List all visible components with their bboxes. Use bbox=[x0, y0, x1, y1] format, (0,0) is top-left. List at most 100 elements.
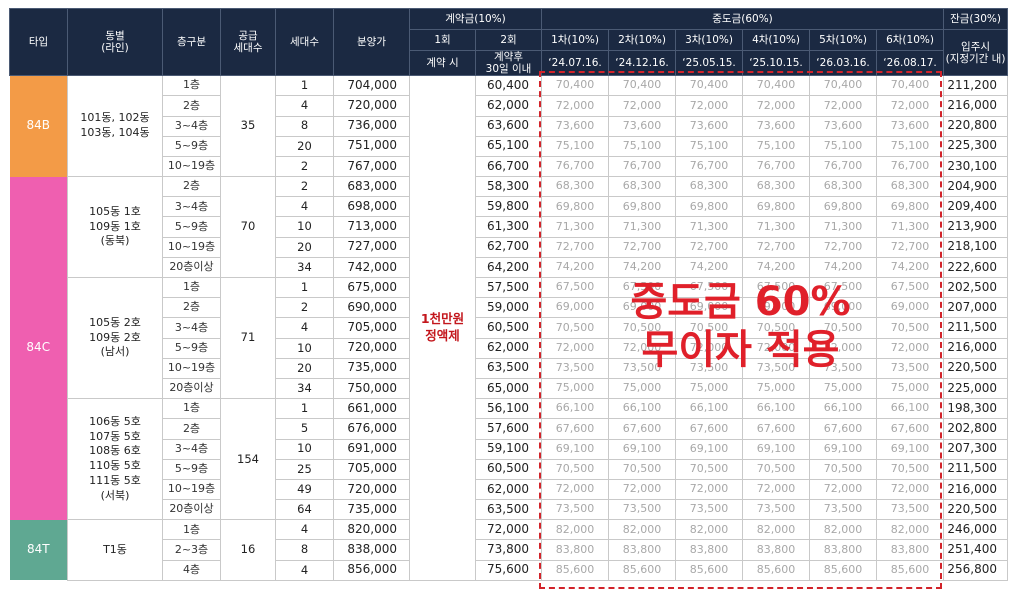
units-cell: 34 bbox=[275, 377, 334, 400]
floor-cell: 20층이상 bbox=[162, 499, 221, 521]
mid-payment-cell: 69,800 bbox=[608, 196, 677, 218]
mid-payment-cell: 75,000 bbox=[541, 377, 610, 400]
mid-payment-cell: 73,500 bbox=[608, 499, 677, 521]
table-row: 5~9층 10 713,000 61,300 71,300 71,300 71,300 71,… bbox=[10, 216, 1009, 238]
contract-2-cell: 62,000 bbox=[474, 95, 543, 117]
balance-cell: 198,300 bbox=[943, 398, 1009, 420]
price-cell: 661,000 bbox=[333, 398, 410, 420]
contract-2-cell: 63,600 bbox=[474, 115, 543, 137]
contract-2-cell: 57,600 bbox=[474, 418, 543, 440]
price-cell: 705,000 bbox=[333, 317, 410, 339]
mid-payment-cell: 85,600 bbox=[742, 559, 811, 581]
mid-payment-cell: 66,100 bbox=[675, 398, 744, 420]
balance-cell: 204,900 bbox=[943, 176, 1009, 198]
mid-payment-cell: 73,500 bbox=[675, 499, 744, 521]
header-mid-round: 4차(10%) bbox=[742, 29, 811, 51]
mid-payment-cell: 70,500 bbox=[608, 317, 677, 339]
table-row: 2~3층 8 838,000 73,800 83,800 83,800 83,800 83,8… bbox=[10, 539, 1009, 561]
price-cell: 683,000 bbox=[333, 176, 410, 198]
floor-cell: 10~19층 bbox=[162, 155, 221, 178]
mid-payment-cell: 71,300 bbox=[541, 216, 610, 238]
mid-payment-cell: 82,000 bbox=[541, 519, 610, 541]
mid-payment-cell: 73,500 bbox=[541, 357, 610, 379]
price-cell: 720,000 bbox=[333, 478, 410, 501]
floor-cell: 3~4층 bbox=[162, 196, 221, 218]
mid-payment-cell: 70,400 bbox=[541, 75, 610, 97]
contract-2-cell: 63,500 bbox=[474, 499, 543, 521]
mid-payment-cell: 73,500 bbox=[608, 357, 677, 379]
balance-cell: 220,500 bbox=[943, 499, 1009, 521]
units-cell: 25 bbox=[275, 458, 334, 480]
mid-payment-cell: 70,400 bbox=[608, 75, 677, 97]
mid-payment-cell: 83,800 bbox=[742, 539, 811, 561]
floor-cell: 5~9층 bbox=[162, 216, 221, 238]
dong-line-cell: T1동 bbox=[67, 519, 163, 581]
floor-cell: 5~9층 bbox=[162, 458, 221, 480]
header-floor: 층구분 bbox=[162, 7, 221, 77]
contract-2-cell: 62,700 bbox=[474, 236, 543, 258]
mid-payment-cell: 72,000 bbox=[541, 478, 610, 501]
mid-payment-cell: 70,500 bbox=[809, 317, 878, 339]
floor-cell: 10~19층 bbox=[162, 357, 221, 379]
contract-2-cell: 75,600 bbox=[474, 559, 543, 581]
mid-payment-cell: 70,400 bbox=[675, 75, 744, 97]
mid-payment-cell: 67,500 bbox=[742, 276, 811, 299]
table-row: 4층 4 856,000 75,600 85,600 85,600 85,600 85,600… bbox=[10, 559, 1009, 581]
floor-cell: 1층 bbox=[162, 519, 221, 541]
header-mid-round: 5차(10%) bbox=[809, 29, 878, 51]
floor-cell: 2~3층 bbox=[162, 539, 221, 561]
price-cell: 676,000 bbox=[333, 418, 410, 440]
mid-payment-cell: 76,700 bbox=[608, 155, 677, 178]
mid-payment-cell: 75,100 bbox=[876, 135, 945, 157]
table-row: 10~19층 49 720,000 62,000 72,000 72,000 72,000 7… bbox=[10, 478, 1009, 501]
price-cell: 720,000 bbox=[333, 337, 410, 359]
supply-units-cell: 154 bbox=[220, 398, 276, 521]
price-cell: 675,000 bbox=[333, 276, 410, 299]
mid-payment-cell: 70,500 bbox=[876, 317, 945, 339]
table-row: 5~9층 10 720,000 62,000 72,000 72,000 72,000 72,… bbox=[10, 337, 1009, 359]
supply-units-cell: 70 bbox=[220, 176, 276, 278]
contract-2-cell: 64,200 bbox=[474, 256, 543, 279]
mid-payment-cell: 68,300 bbox=[541, 176, 610, 198]
mid-payment-cell: 76,700 bbox=[809, 155, 878, 178]
units-cell: 8 bbox=[275, 539, 334, 561]
mid-payment-cell: 72,000 bbox=[809, 95, 878, 117]
mid-payment-cell: 74,200 bbox=[675, 256, 744, 279]
mid-payment-cell: 85,600 bbox=[608, 559, 677, 581]
balance-cell: 256,800 bbox=[943, 559, 1009, 581]
balance-cell: 207,000 bbox=[943, 297, 1009, 319]
mid-payment-cell: 72,000 bbox=[809, 478, 878, 501]
mid-payment-cell: 82,000 bbox=[742, 519, 811, 541]
price-cell: 690,000 bbox=[333, 297, 410, 319]
contract-2-cell: 59,100 bbox=[474, 438, 543, 460]
mid-payment-cell: 72,000 bbox=[809, 337, 878, 359]
mid-payment-cell: 67,600 bbox=[742, 418, 811, 440]
floor-cell: 5~9층 bbox=[162, 337, 221, 359]
type-label: 84T bbox=[9, 519, 68, 581]
mid-payment-cell: 75,100 bbox=[541, 135, 610, 157]
mid-payment-cell: 73,500 bbox=[809, 357, 878, 379]
mid-payment-cell: 75,100 bbox=[608, 135, 677, 157]
price-cell: 713,000 bbox=[333, 216, 410, 238]
contract-first-note: 1천만원 정액제 bbox=[409, 75, 476, 581]
header-mid-date: ‘25.05.15. bbox=[675, 49, 744, 77]
floor-cell: 2층 bbox=[162, 95, 221, 117]
header-mid-round: 3차(10%) bbox=[675, 29, 744, 51]
mid-payment-cell: 69,100 bbox=[809, 438, 878, 460]
mid-payment-cell: 85,600 bbox=[876, 559, 945, 581]
mid-payment-cell: 75,100 bbox=[809, 135, 878, 157]
mid-payment-cell: 70,500 bbox=[675, 317, 744, 339]
mid-payment-cell: 69,000 bbox=[809, 297, 878, 319]
header-price: 분양가 bbox=[333, 7, 410, 77]
price-cell: 735,000 bbox=[333, 499, 410, 521]
price-cell: 820,000 bbox=[333, 519, 410, 541]
balance-cell: 218,100 bbox=[943, 236, 1009, 258]
balance-cell: 213,900 bbox=[943, 216, 1009, 238]
mid-payment-cell: 72,700 bbox=[541, 236, 610, 258]
mid-payment-cell: 82,000 bbox=[809, 519, 878, 541]
supply-units-cell: 71 bbox=[220, 276, 276, 400]
mid-payment-cell: 74,200 bbox=[876, 256, 945, 279]
mid-payment-cell: 69,000 bbox=[876, 297, 945, 319]
units-cell: 8 bbox=[275, 115, 334, 137]
mid-payment-cell: 72,700 bbox=[675, 236, 744, 258]
